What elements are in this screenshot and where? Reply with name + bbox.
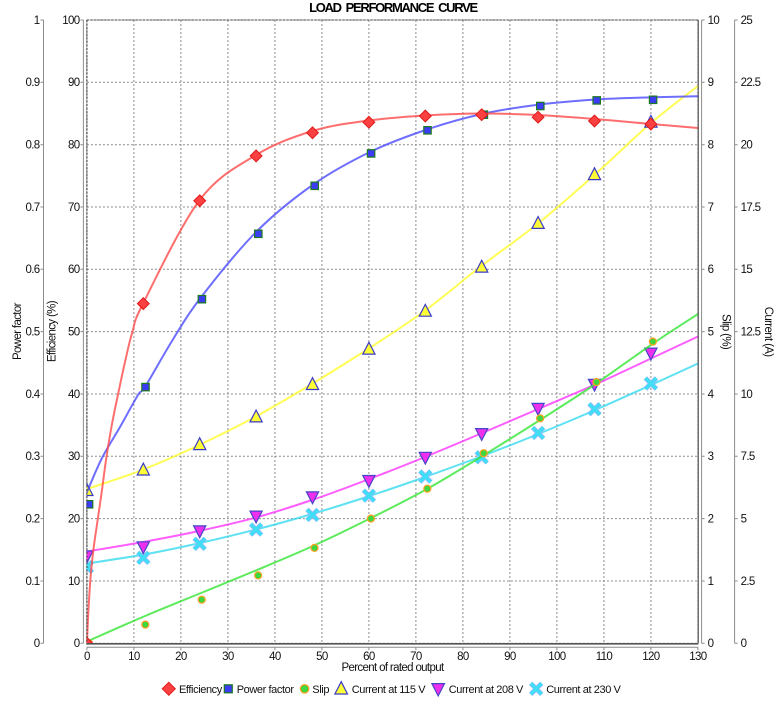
svg-text:Efficiency: Efficiency [179, 684, 223, 696]
svg-text:100: 100 [62, 15, 79, 27]
svg-text:60: 60 [363, 651, 375, 663]
svg-text:9: 9 [708, 77, 714, 89]
svg-text:120: 120 [642, 651, 659, 663]
svg-text:7: 7 [708, 202, 714, 214]
svg-text:0.9: 0.9 [25, 77, 39, 89]
svg-text:22.5: 22.5 [741, 77, 761, 89]
svg-text:40: 40 [68, 389, 80, 401]
svg-text:10: 10 [708, 15, 720, 27]
svg-text:0.3: 0.3 [25, 451, 39, 463]
svg-text:10: 10 [128, 651, 140, 663]
svg-text:90: 90 [504, 651, 516, 663]
svg-text:Percent of rated output: Percent of rated output [341, 662, 444, 674]
svg-text:20: 20 [175, 651, 187, 663]
svg-text:8: 8 [708, 140, 714, 152]
svg-text:6: 6 [708, 264, 714, 276]
svg-text:30: 30 [68, 451, 80, 463]
svg-text:70: 70 [68, 202, 80, 214]
svg-text:100: 100 [548, 651, 565, 663]
svg-text:0.4: 0.4 [25, 389, 40, 401]
svg-text:Power factor: Power factor [12, 302, 24, 360]
svg-text:80: 80 [457, 651, 469, 663]
svg-text:2: 2 [708, 514, 714, 526]
svg-text:25: 25 [741, 15, 753, 27]
svg-text:Current at 115 V: Current at 115 V [352, 684, 427, 696]
svg-text:Efficiency (%): Efficiency (%) [47, 300, 59, 362]
svg-text:Slip (%): Slip (%) [720, 314, 732, 350]
svg-text:10: 10 [68, 576, 80, 588]
svg-text:5: 5 [741, 514, 747, 526]
svg-text:0: 0 [74, 638, 80, 650]
svg-text:Current at 208 V: Current at 208 V [449, 684, 524, 696]
svg-text:Current at 230 V: Current at 230 V [546, 684, 621, 696]
svg-text:2.5: 2.5 [741, 576, 755, 588]
svg-text:110: 110 [596, 651, 613, 663]
svg-text:10: 10 [741, 389, 753, 401]
svg-text:70: 70 [410, 651, 422, 663]
svg-text:60: 60 [68, 264, 80, 276]
svg-text:3: 3 [708, 451, 714, 463]
svg-text:50: 50 [68, 327, 80, 339]
svg-text:0.6: 0.6 [25, 264, 39, 276]
svg-text:1: 1 [708, 576, 714, 588]
svg-text:30: 30 [222, 651, 234, 663]
svg-text:5: 5 [708, 327, 714, 339]
svg-text:80: 80 [68, 140, 80, 152]
svg-text:20: 20 [741, 140, 753, 152]
svg-text:12.5: 12.5 [741, 327, 761, 339]
svg-text:4: 4 [708, 389, 715, 401]
svg-text:90: 90 [68, 77, 80, 89]
svg-text:1: 1 [34, 15, 40, 27]
svg-text:130: 130 [689, 651, 706, 663]
svg-text:Slip: Slip [312, 684, 329, 696]
svg-text:0: 0 [741, 638, 747, 650]
svg-text:0.5: 0.5 [25, 327, 39, 339]
svg-text:0: 0 [708, 638, 714, 650]
svg-text:0.8: 0.8 [25, 140, 39, 152]
svg-text:17.5: 17.5 [741, 202, 761, 214]
svg-text:0: 0 [34, 638, 40, 650]
svg-text:Power factor: Power factor [237, 684, 295, 696]
svg-text:15: 15 [741, 264, 753, 276]
svg-text:Current (A): Current (A) [762, 307, 774, 358]
svg-text:0: 0 [84, 651, 90, 663]
svg-text:LOAD PERFORMANCE CURVE: LOAD PERFORMANCE CURVE [309, 0, 478, 15]
svg-text:0.7: 0.7 [25, 202, 39, 214]
svg-text:0.1: 0.1 [25, 576, 39, 588]
svg-text:0.2: 0.2 [25, 514, 39, 526]
svg-text:7.5: 7.5 [741, 451, 755, 463]
svg-text:40: 40 [269, 651, 281, 663]
svg-text:20: 20 [68, 514, 80, 526]
svg-text:50: 50 [316, 651, 328, 663]
